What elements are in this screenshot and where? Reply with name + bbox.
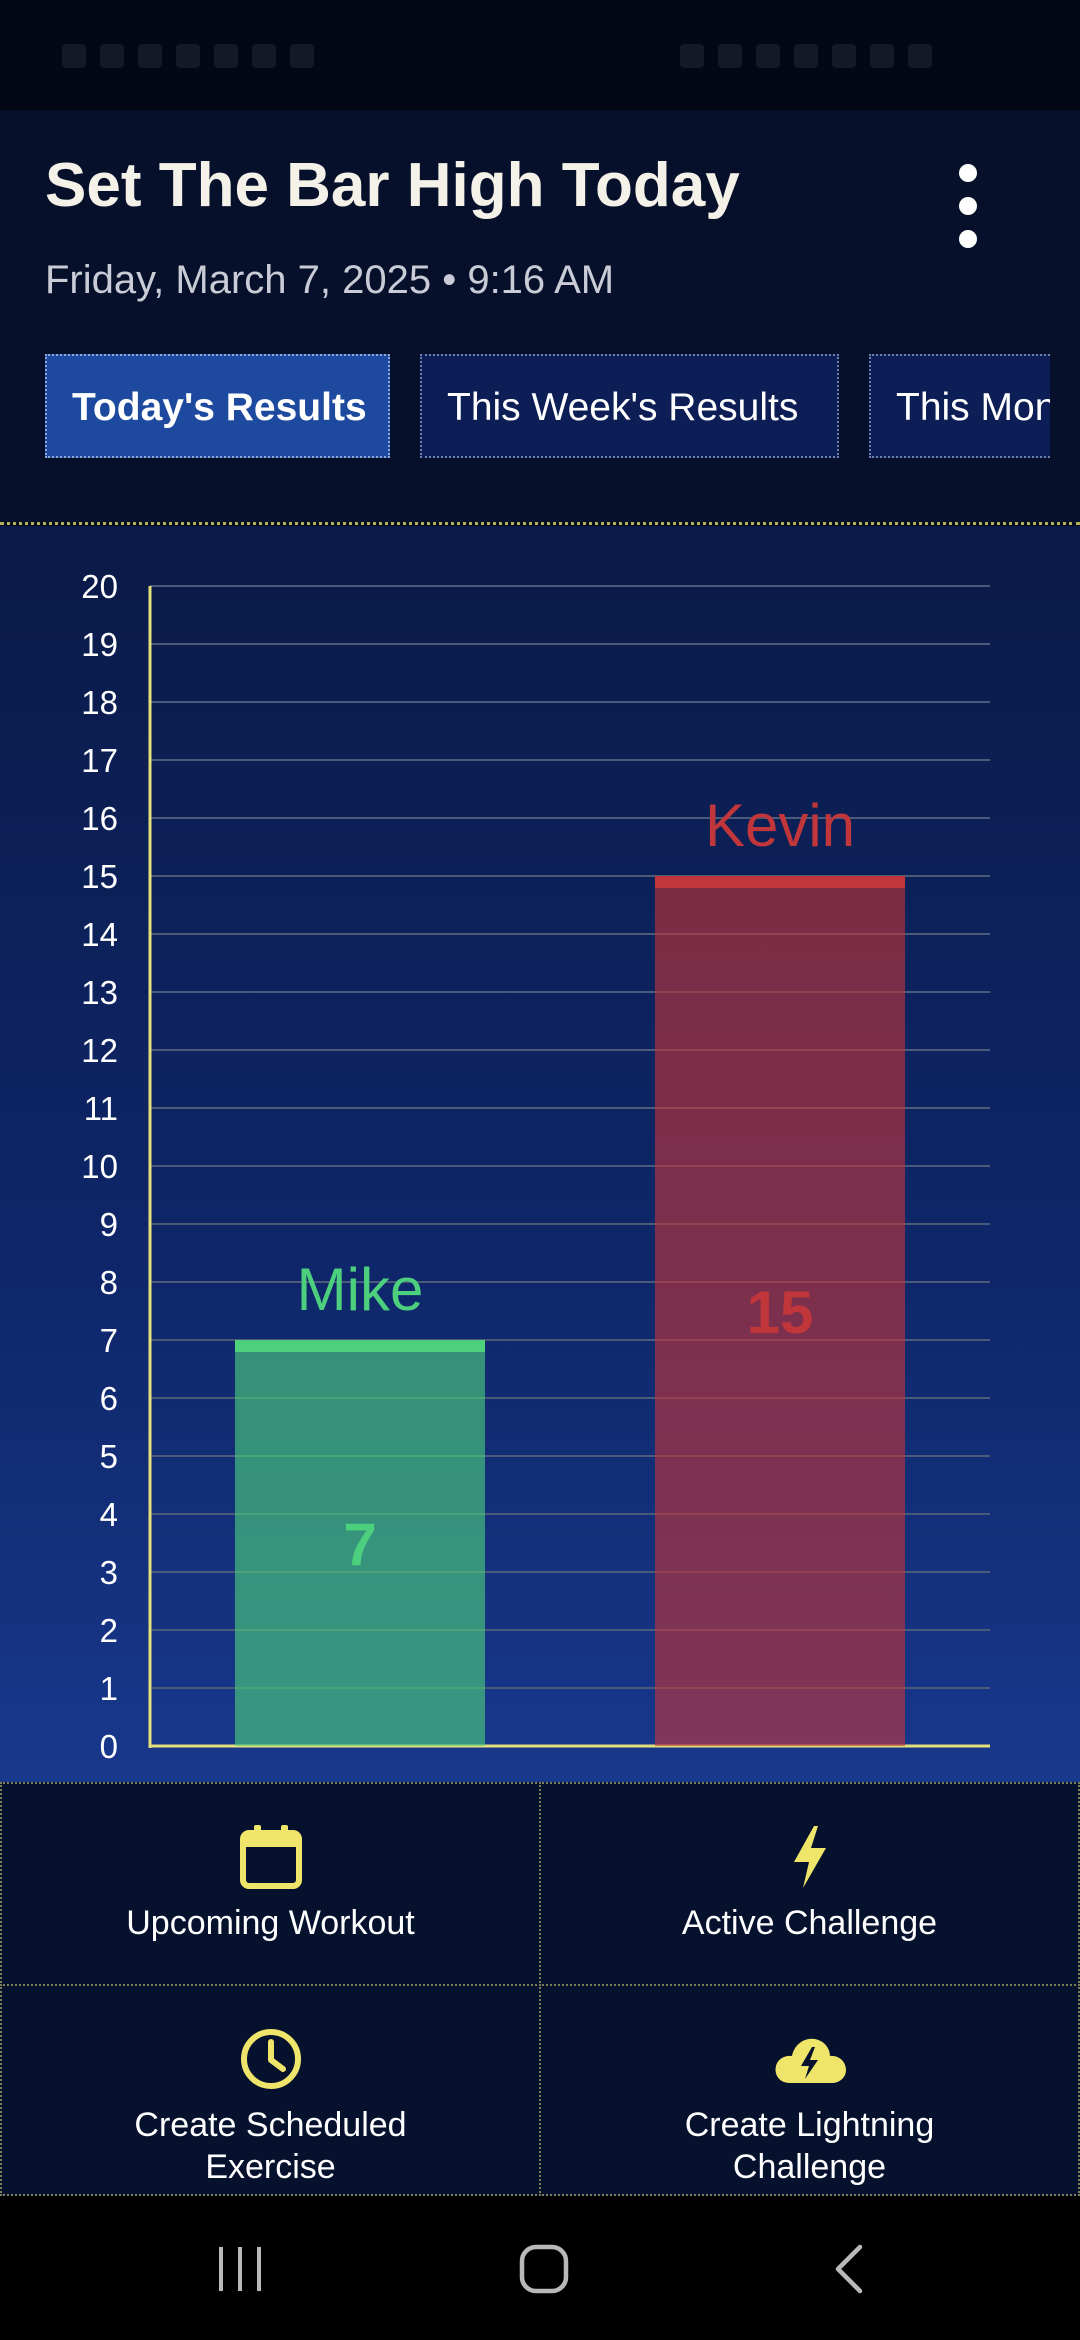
bar-cap-kevin [655, 876, 905, 888]
bar-value-label: 7 [343, 1511, 376, 1578]
active-challenge-button[interactable]: Active Challenge [539, 1782, 1080, 1986]
clock-icon [239, 2026, 303, 2092]
bar-category-label: Kevin [705, 792, 855, 859]
y-tick-label: 10 [81, 1148, 118, 1185]
create-scheduled-exercise-button[interactable]: Create Scheduled Exercise [0, 1984, 541, 2196]
status-bar [0, 0, 1080, 110]
create-lightning-challenge-button[interactable]: Create Lightning Challenge [539, 1984, 1080, 2196]
active-challenge-label: Active Challenge [681, 1904, 938, 1942]
y-tick-label: 12 [81, 1032, 118, 1069]
y-tick-label: 20 [81, 568, 118, 605]
upcoming-workout-label: Upcoming Workout [126, 1904, 415, 1942]
more-vertical-icon[interactable] [940, 164, 996, 248]
y-tick-label: 18 [81, 684, 118, 721]
tab-this-weeks-results[interactable]: This Week's Results [420, 354, 839, 458]
y-tick-label: 16 [81, 800, 118, 837]
bar-mike [235, 1340, 485, 1746]
y-tick-label: 13 [81, 974, 118, 1011]
header-divider [0, 522, 1080, 525]
lightning-icon [790, 1824, 830, 1890]
tab-todays-results[interactable]: Today's Results [45, 354, 390, 458]
cloud-lightning-icon [772, 2026, 848, 2092]
y-tick-label: 19 [81, 626, 118, 663]
bar-value-label: 15 [747, 1279, 814, 1346]
action-grid: Upcoming Workout Active Challenge Create… [0, 1782, 1080, 2196]
tab-this-months-results[interactable]: This Month's Results [869, 354, 1050, 458]
y-tick-label: 3 [100, 1554, 118, 1591]
date-time-label: Friday, March 7, 2025 • 9:16 AM [45, 258, 615, 302]
y-tick-label: 0 [100, 1728, 118, 1765]
create-lightning-challenge-label: Create Lightning Challenge [684, 2106, 935, 2186]
y-tick-label: 6 [100, 1380, 118, 1417]
bar-category-label: Mike [297, 1256, 424, 1323]
home-icon[interactable] [514, 2234, 574, 2304]
app-header: Set The Bar High Today Friday, March 7, … [0, 110, 1080, 524]
y-tick-label: 5 [100, 1438, 118, 1475]
upcoming-workout-button[interactable]: Upcoming Workout [0, 1782, 541, 1986]
page-title: Set The Bar High Today [45, 151, 740, 220]
y-tick-label: 1 [100, 1670, 118, 1707]
y-tick-label: 9 [100, 1206, 118, 1243]
results-tabs: Today's Results This Week's Results This… [45, 354, 1050, 462]
y-tick-label: 15 [81, 858, 118, 895]
bar-cap-mike [235, 1340, 485, 1352]
status-icons-left [62, 44, 314, 74]
results-bar-chart: 01234567891011121314151617181920Mike7Kev… [81, 568, 990, 1765]
results-chart-area: 0 1 2 3 4 5 6 7 8 9 10 11 12 13 14 15 16 17 18 19 20 Mike 7 Kev… [0, 526, 1080, 1782]
y-tick-label: 14 [81, 916, 118, 953]
y-tick-label: 17 [81, 742, 118, 779]
calendar-icon [239, 1824, 303, 1890]
y-tick-label: 11 [84, 1090, 118, 1127]
y-tick-label: 8 [100, 1264, 118, 1301]
bar-kevin [655, 876, 905, 1746]
y-tick-label: 7 [100, 1322, 118, 1359]
y-tick-label: 4 [100, 1496, 118, 1533]
status-icons-right [680, 44, 932, 74]
create-scheduled-exercise-label: Create Scheduled Exercise [134, 2106, 407, 2186]
recent-apps-icon[interactable] [210, 2234, 270, 2304]
back-icon[interactable] [818, 2234, 878, 2304]
system-nav-bar [0, 2196, 1080, 2340]
y-tick-label: 2 [100, 1612, 118, 1649]
